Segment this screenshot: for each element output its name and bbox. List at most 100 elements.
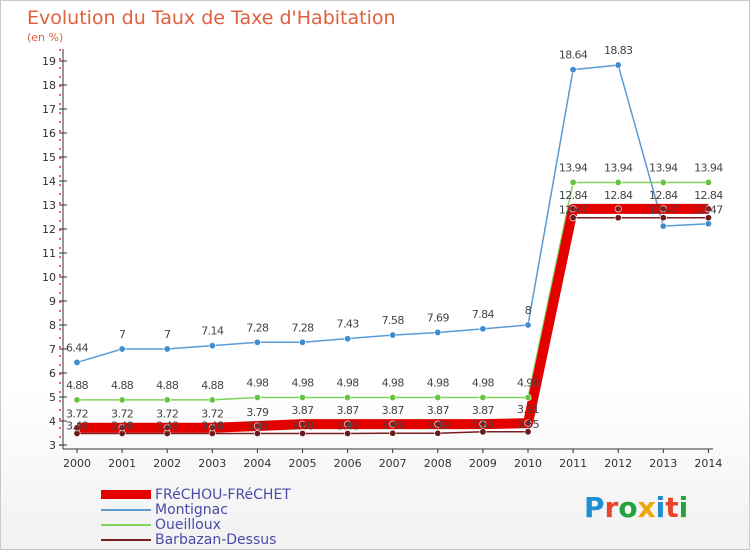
y-tick-label: 5 xyxy=(49,391,56,404)
data-label: 3.72 xyxy=(66,408,88,421)
data-label: 3.87 xyxy=(427,404,450,417)
data-label: 4.98 xyxy=(337,376,360,389)
x-tick-label: 2006 xyxy=(334,457,362,470)
data-label: 18.83 xyxy=(604,44,633,57)
x-tick-label: 2011 xyxy=(559,457,587,470)
data-label: 4.98 xyxy=(517,376,540,389)
legend-item: Montignac xyxy=(101,501,291,518)
data-label: 3.48 xyxy=(246,419,269,432)
x-tick-label: 2007 xyxy=(379,457,407,470)
logo-letter: t xyxy=(665,491,679,524)
x-tick-label: 2003 xyxy=(198,457,226,470)
data-label: 3.87 xyxy=(472,404,495,417)
data-point xyxy=(298,393,306,401)
data-label: 4.88 xyxy=(156,379,179,392)
legend-swatch xyxy=(101,508,151,511)
data-label: 12.84 xyxy=(649,189,678,202)
legend-item: FRéCHOU-FRéCHET xyxy=(101,486,291,503)
data-point xyxy=(569,214,577,222)
data-label: 3.91 xyxy=(517,403,539,416)
data-label: 12.84 xyxy=(694,189,723,202)
data-point xyxy=(524,321,532,329)
logo-letter: r xyxy=(604,491,619,524)
data-point xyxy=(344,393,352,401)
data-point xyxy=(253,422,261,430)
data-label: 4.88 xyxy=(66,379,89,392)
data-point xyxy=(389,420,397,428)
y-tick-label: 17 xyxy=(42,103,56,116)
y-tick-label: 7 xyxy=(49,343,56,356)
data-label: 3.49 xyxy=(427,419,450,432)
data-label: 12.47 xyxy=(649,204,678,217)
data-label: 8 xyxy=(525,304,532,317)
data-label: 3.48 xyxy=(337,419,360,432)
data-label: 3.87 xyxy=(337,404,360,417)
data-point xyxy=(298,420,306,428)
data-label: 13.94 xyxy=(559,161,588,174)
data-label: 3.48 xyxy=(201,419,224,432)
data-label: 13.94 xyxy=(694,161,723,174)
logo-letter: o xyxy=(618,491,638,524)
data-label: 3.87 xyxy=(291,404,314,417)
data-point xyxy=(163,424,171,432)
data-label: 3.87 xyxy=(382,404,405,417)
y-tick-label: 6 xyxy=(49,367,56,380)
data-point xyxy=(208,424,216,432)
data-label: 7 xyxy=(119,328,126,341)
data-label: 4.88 xyxy=(111,379,134,392)
legend-label: Montignac xyxy=(155,501,228,518)
legend-swatch xyxy=(101,538,151,541)
data-label: 3.48 xyxy=(156,419,179,432)
data-point xyxy=(524,419,532,427)
data-point xyxy=(253,338,261,346)
legend: FRéCHOU-FRéCHET Montignac Oueilloux Barbaza… xyxy=(101,486,291,548)
proxiti-logo: Proxiti xyxy=(584,491,688,524)
data-point xyxy=(344,335,352,343)
y-tick-label: 16 xyxy=(42,127,56,140)
legend-swatch xyxy=(101,490,151,499)
data-point xyxy=(479,420,487,428)
data-point xyxy=(298,429,306,437)
x-tick-label: 2009 xyxy=(469,457,497,470)
data-point xyxy=(569,178,577,186)
data-point xyxy=(389,429,397,437)
data-label: 3.48 xyxy=(111,419,134,432)
data-label: 13.94 xyxy=(649,161,678,174)
data-point xyxy=(389,393,397,401)
data-point xyxy=(479,428,487,436)
legend-label: FRéCHOU-FRéCHET xyxy=(155,486,291,503)
data-point xyxy=(704,178,712,186)
data-label: 12.84 xyxy=(559,189,588,202)
y-tick-label: 15 xyxy=(42,151,56,164)
logo-letter: i xyxy=(655,491,666,524)
data-point xyxy=(704,205,712,213)
data-label: 3.72 xyxy=(156,408,178,421)
data-label: 3.48 xyxy=(291,419,314,432)
data-point xyxy=(344,420,352,428)
data-point xyxy=(253,429,261,437)
data-point xyxy=(524,393,532,401)
data-label: 3.72 xyxy=(111,408,133,421)
data-point xyxy=(208,396,216,404)
data-point xyxy=(118,345,126,353)
y-unit-label: (en %) xyxy=(27,31,64,44)
data-label: 7.58 xyxy=(382,314,405,327)
y-tick-label: 18 xyxy=(42,79,56,92)
data-label: 4.98 xyxy=(427,376,450,389)
data-label: 4.98 xyxy=(382,376,405,389)
data-point xyxy=(659,178,667,186)
data-point xyxy=(479,325,487,333)
data-label: 4.98 xyxy=(246,376,269,389)
data-label: 12.47 xyxy=(694,204,723,217)
y-tick-label: 10 xyxy=(42,271,56,284)
data-point xyxy=(659,205,667,213)
data-point xyxy=(704,220,712,228)
data-point xyxy=(253,393,261,401)
data-label: 7.69 xyxy=(427,311,450,324)
data-point xyxy=(479,393,487,401)
data-label: 4.98 xyxy=(291,376,314,389)
data-point xyxy=(208,342,216,350)
data-label: 7.28 xyxy=(291,321,314,334)
data-point xyxy=(344,429,352,437)
x-tick-label: 2008 xyxy=(424,457,452,470)
